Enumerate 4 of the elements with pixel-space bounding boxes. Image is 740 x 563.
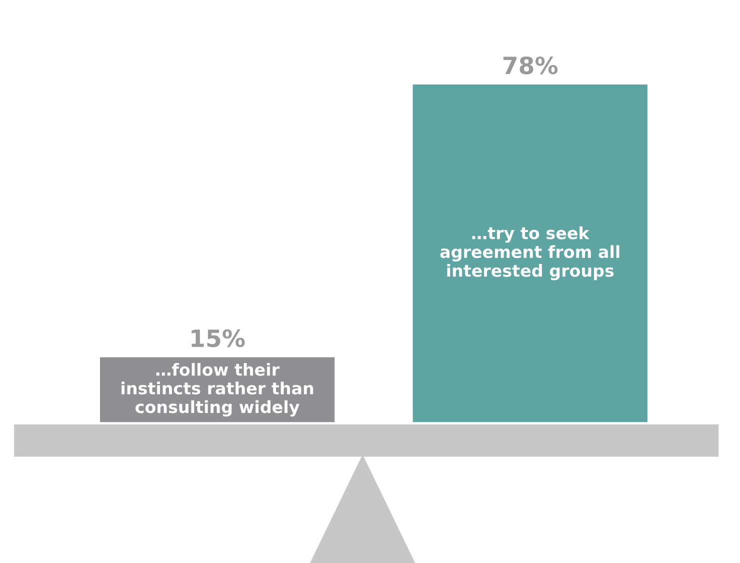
data-label: 15% bbox=[192, 329, 245, 348]
x-tick-label: …try to seek agreement from all interested groups bbox=[440, 226, 620, 280]
data-label: 78% bbox=[503, 56, 558, 74]
x-tick-label: …follow their instincts rather than consulting widely bbox=[122, 362, 314, 417]
